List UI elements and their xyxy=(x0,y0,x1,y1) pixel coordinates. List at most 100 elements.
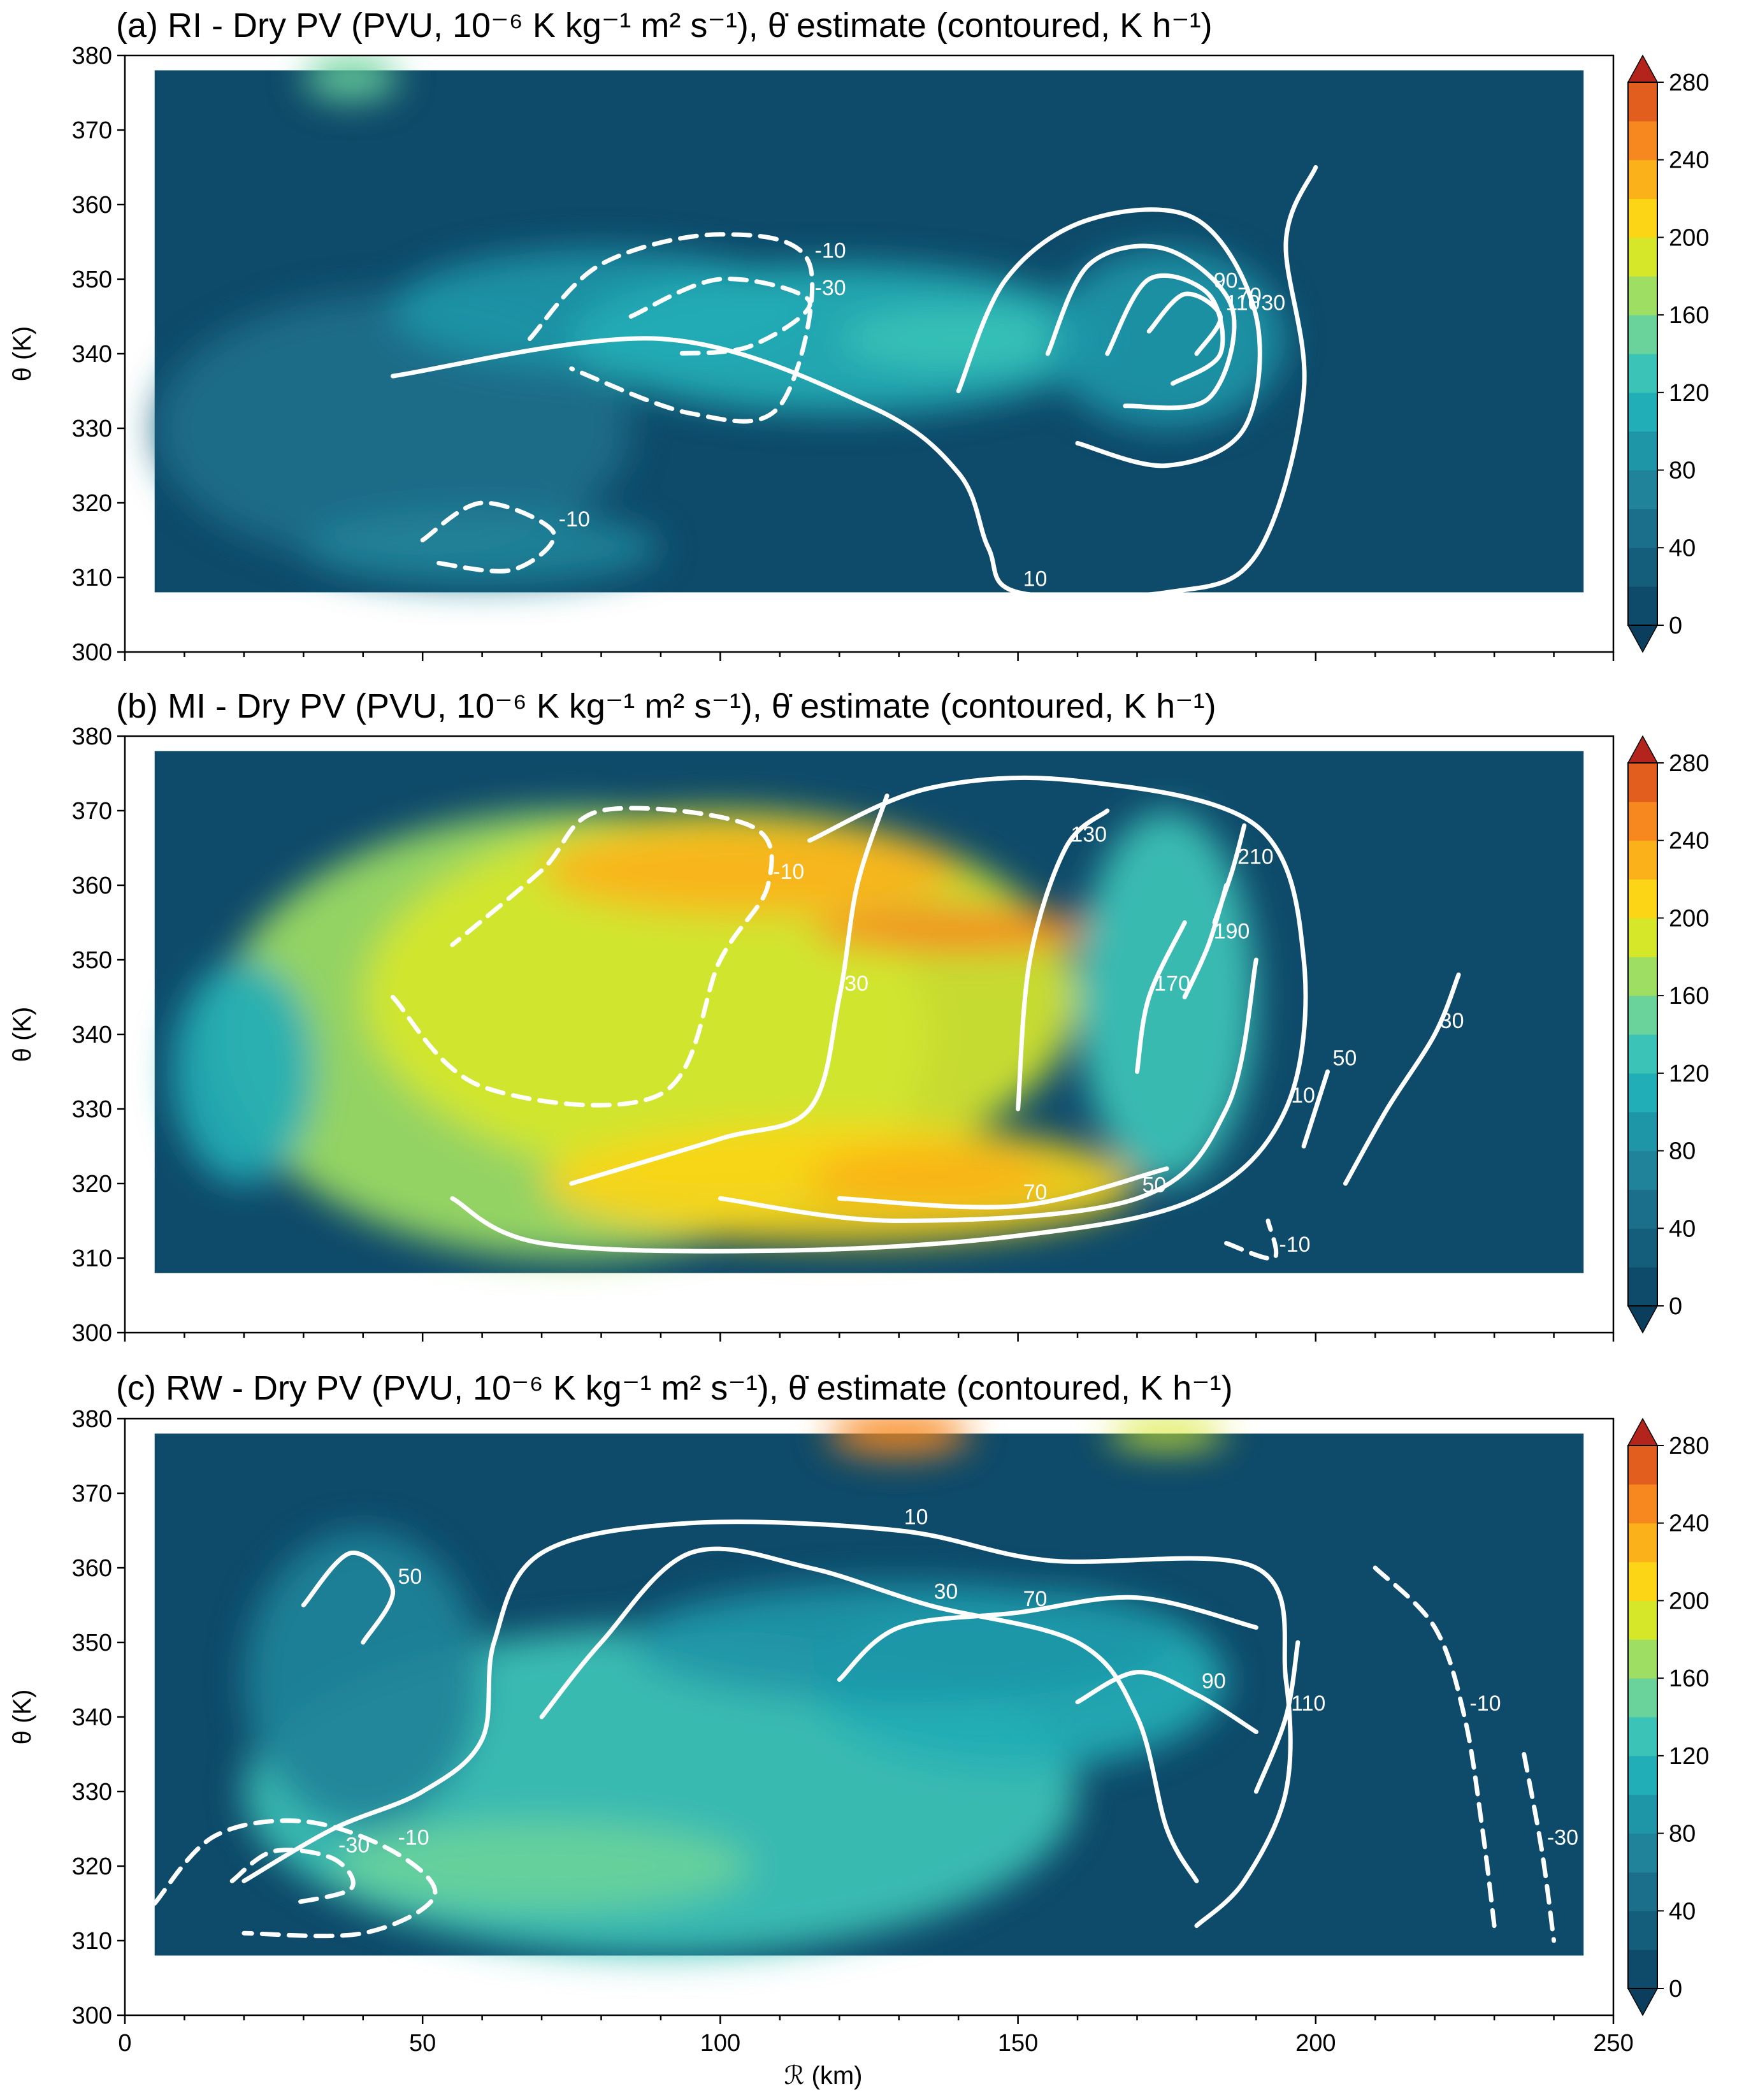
y-tick-label: 340 xyxy=(72,341,112,368)
y-tick-label: 340 xyxy=(72,1022,112,1048)
colorbar-tick-label: 200 xyxy=(1669,905,1709,932)
colorbar-bin xyxy=(1628,879,1657,918)
contour-line xyxy=(1212,823,1247,925)
y-tick-label: 330 xyxy=(72,1096,112,1123)
contour-label: 70 xyxy=(1023,1587,1048,1611)
y-tick-label: 310 xyxy=(72,1928,112,1955)
contour-label: -10 xyxy=(773,860,804,884)
colorbar-tick-label: 160 xyxy=(1669,983,1709,1010)
pv-region xyxy=(172,960,316,1184)
colorbar-bin xyxy=(1628,159,1657,199)
panel-title: (b) MI - Dry PV (PVU, 10⁻⁶ K kg⁻¹ m² s⁻¹… xyxy=(116,687,1216,725)
colorbar-bin xyxy=(1628,82,1657,122)
colorbar-bin xyxy=(1628,1228,1657,1268)
colorbar-bin xyxy=(1628,1717,1657,1756)
pv-region xyxy=(542,825,959,915)
colorbar-bin xyxy=(1628,996,1657,1035)
colorbar-bin xyxy=(1628,1872,1657,1911)
colorbar-bin xyxy=(1628,547,1657,587)
contour-label: -10 xyxy=(398,1826,429,1850)
contour-label: 90 xyxy=(1214,268,1238,293)
panel-title: (a) RI - Dry PV (PVU, 10⁻⁶ K kg⁻¹ m² s⁻¹… xyxy=(116,6,1213,45)
colorbar-bin xyxy=(1628,354,1657,393)
colorbar-tick-label: 40 xyxy=(1669,1898,1696,1925)
colorbar-bin xyxy=(1628,1267,1657,1307)
contour-line xyxy=(229,1848,356,1906)
contour-label: 50 xyxy=(398,1565,422,1589)
contour-label: -10 xyxy=(559,507,590,532)
colorbar-bin xyxy=(1628,431,1657,471)
contour-line xyxy=(628,277,812,356)
colorbar-bin xyxy=(1628,1600,1657,1640)
pv-region xyxy=(303,55,399,101)
colorbar-bin xyxy=(1628,840,1657,880)
colorbar-bin xyxy=(1628,1794,1657,1834)
y-tick-label: 310 xyxy=(72,1245,112,1272)
colorbar-frame xyxy=(1627,762,1658,1307)
colorbar-bin xyxy=(1628,1755,1657,1795)
colorbar-tick-label: 240 xyxy=(1669,147,1709,174)
colorbar-bin xyxy=(1628,1561,1657,1601)
pv-region xyxy=(827,1419,970,1456)
colorbar-bin xyxy=(1628,1034,1657,1074)
colorbar-bin xyxy=(1628,120,1657,161)
contour-line xyxy=(152,1818,438,1939)
colorbar-bin xyxy=(1628,1112,1657,1152)
colorbar-bin xyxy=(1628,392,1657,432)
x-tick-label: 0 xyxy=(118,2030,131,2057)
contour-line xyxy=(717,957,1258,1223)
colorbar-bin xyxy=(1628,1445,1657,1485)
colorbar-tick-label: 240 xyxy=(1669,1510,1709,1537)
colorbar-bin xyxy=(1628,1484,1657,1524)
contour-line xyxy=(1224,1219,1279,1261)
colorbar-extend-max xyxy=(1627,1417,1659,1446)
contour-line xyxy=(837,1595,1258,1682)
colorbar-bin xyxy=(1628,586,1657,626)
y-tick-label: 300 xyxy=(72,1320,112,1347)
y-tick-label: 330 xyxy=(72,416,112,442)
panel-title: (c) RW - Dry PV (PVU, 10⁻⁶ K kg⁻¹ m² s⁻¹… xyxy=(116,1369,1233,1407)
colorbar-tick-label: 120 xyxy=(1669,380,1709,407)
colorbar-bin xyxy=(1628,1189,1657,1229)
contour-label: -30 xyxy=(815,276,846,300)
colorbar-bin xyxy=(1628,1833,1657,1872)
contour-label: 70 xyxy=(1237,284,1262,308)
y-tick-label: 370 xyxy=(72,798,112,825)
panel-1: (a) RI - Dry PV (PVU, 10⁻⁶ K kg⁻¹ m² s⁻¹… xyxy=(8,6,1709,666)
contour-line xyxy=(539,1546,1199,1883)
contour-line xyxy=(450,775,1308,1254)
y-axis-label: θ (K) xyxy=(8,1690,36,1745)
colorbar-bin xyxy=(1628,1911,1657,1950)
y-tick-label: 350 xyxy=(72,947,112,974)
colorbar-tick-label: 120 xyxy=(1669,1061,1709,1087)
contour-label: 30 xyxy=(933,1580,958,1604)
colorbar-tick-label: 200 xyxy=(1669,1588,1709,1614)
colorbar-bin xyxy=(1628,1150,1657,1190)
y-axis-label: θ (K) xyxy=(8,1007,36,1062)
colorbar-extend-min xyxy=(1627,625,1659,653)
pv-region xyxy=(363,811,1078,1184)
y-tick-label: 330 xyxy=(72,1779,112,1806)
contour-line xyxy=(1373,1565,1497,1929)
y-tick-label: 320 xyxy=(72,490,112,517)
contour-label: -30 xyxy=(338,1833,370,1857)
y-tick-label: 380 xyxy=(72,1406,112,1433)
colorbar-bin xyxy=(1628,1639,1657,1679)
colorbar-extend-max xyxy=(1627,735,1659,764)
colorbar-bin xyxy=(1628,957,1657,996)
colorbar-tick-label: 80 xyxy=(1669,1821,1696,1848)
colorbar-tick-label: 80 xyxy=(1669,1138,1696,1165)
colorbar-frame xyxy=(1627,82,1658,626)
y-tick-label: 350 xyxy=(72,266,112,293)
y-tick-label: 380 xyxy=(72,43,112,69)
y-tick-label: 340 xyxy=(72,1704,112,1731)
y-tick-label: 380 xyxy=(72,723,112,750)
colorbar: 0 40 80 120 160 200 240 280 xyxy=(1627,735,1709,1334)
colorbar-bin xyxy=(1628,198,1657,238)
pv-region xyxy=(809,908,1107,953)
contour-line xyxy=(391,165,1318,600)
contour-label: -30 xyxy=(1547,1826,1578,1850)
colorbar-tick-label: 120 xyxy=(1669,1743,1709,1770)
contour-line xyxy=(1105,273,1225,386)
